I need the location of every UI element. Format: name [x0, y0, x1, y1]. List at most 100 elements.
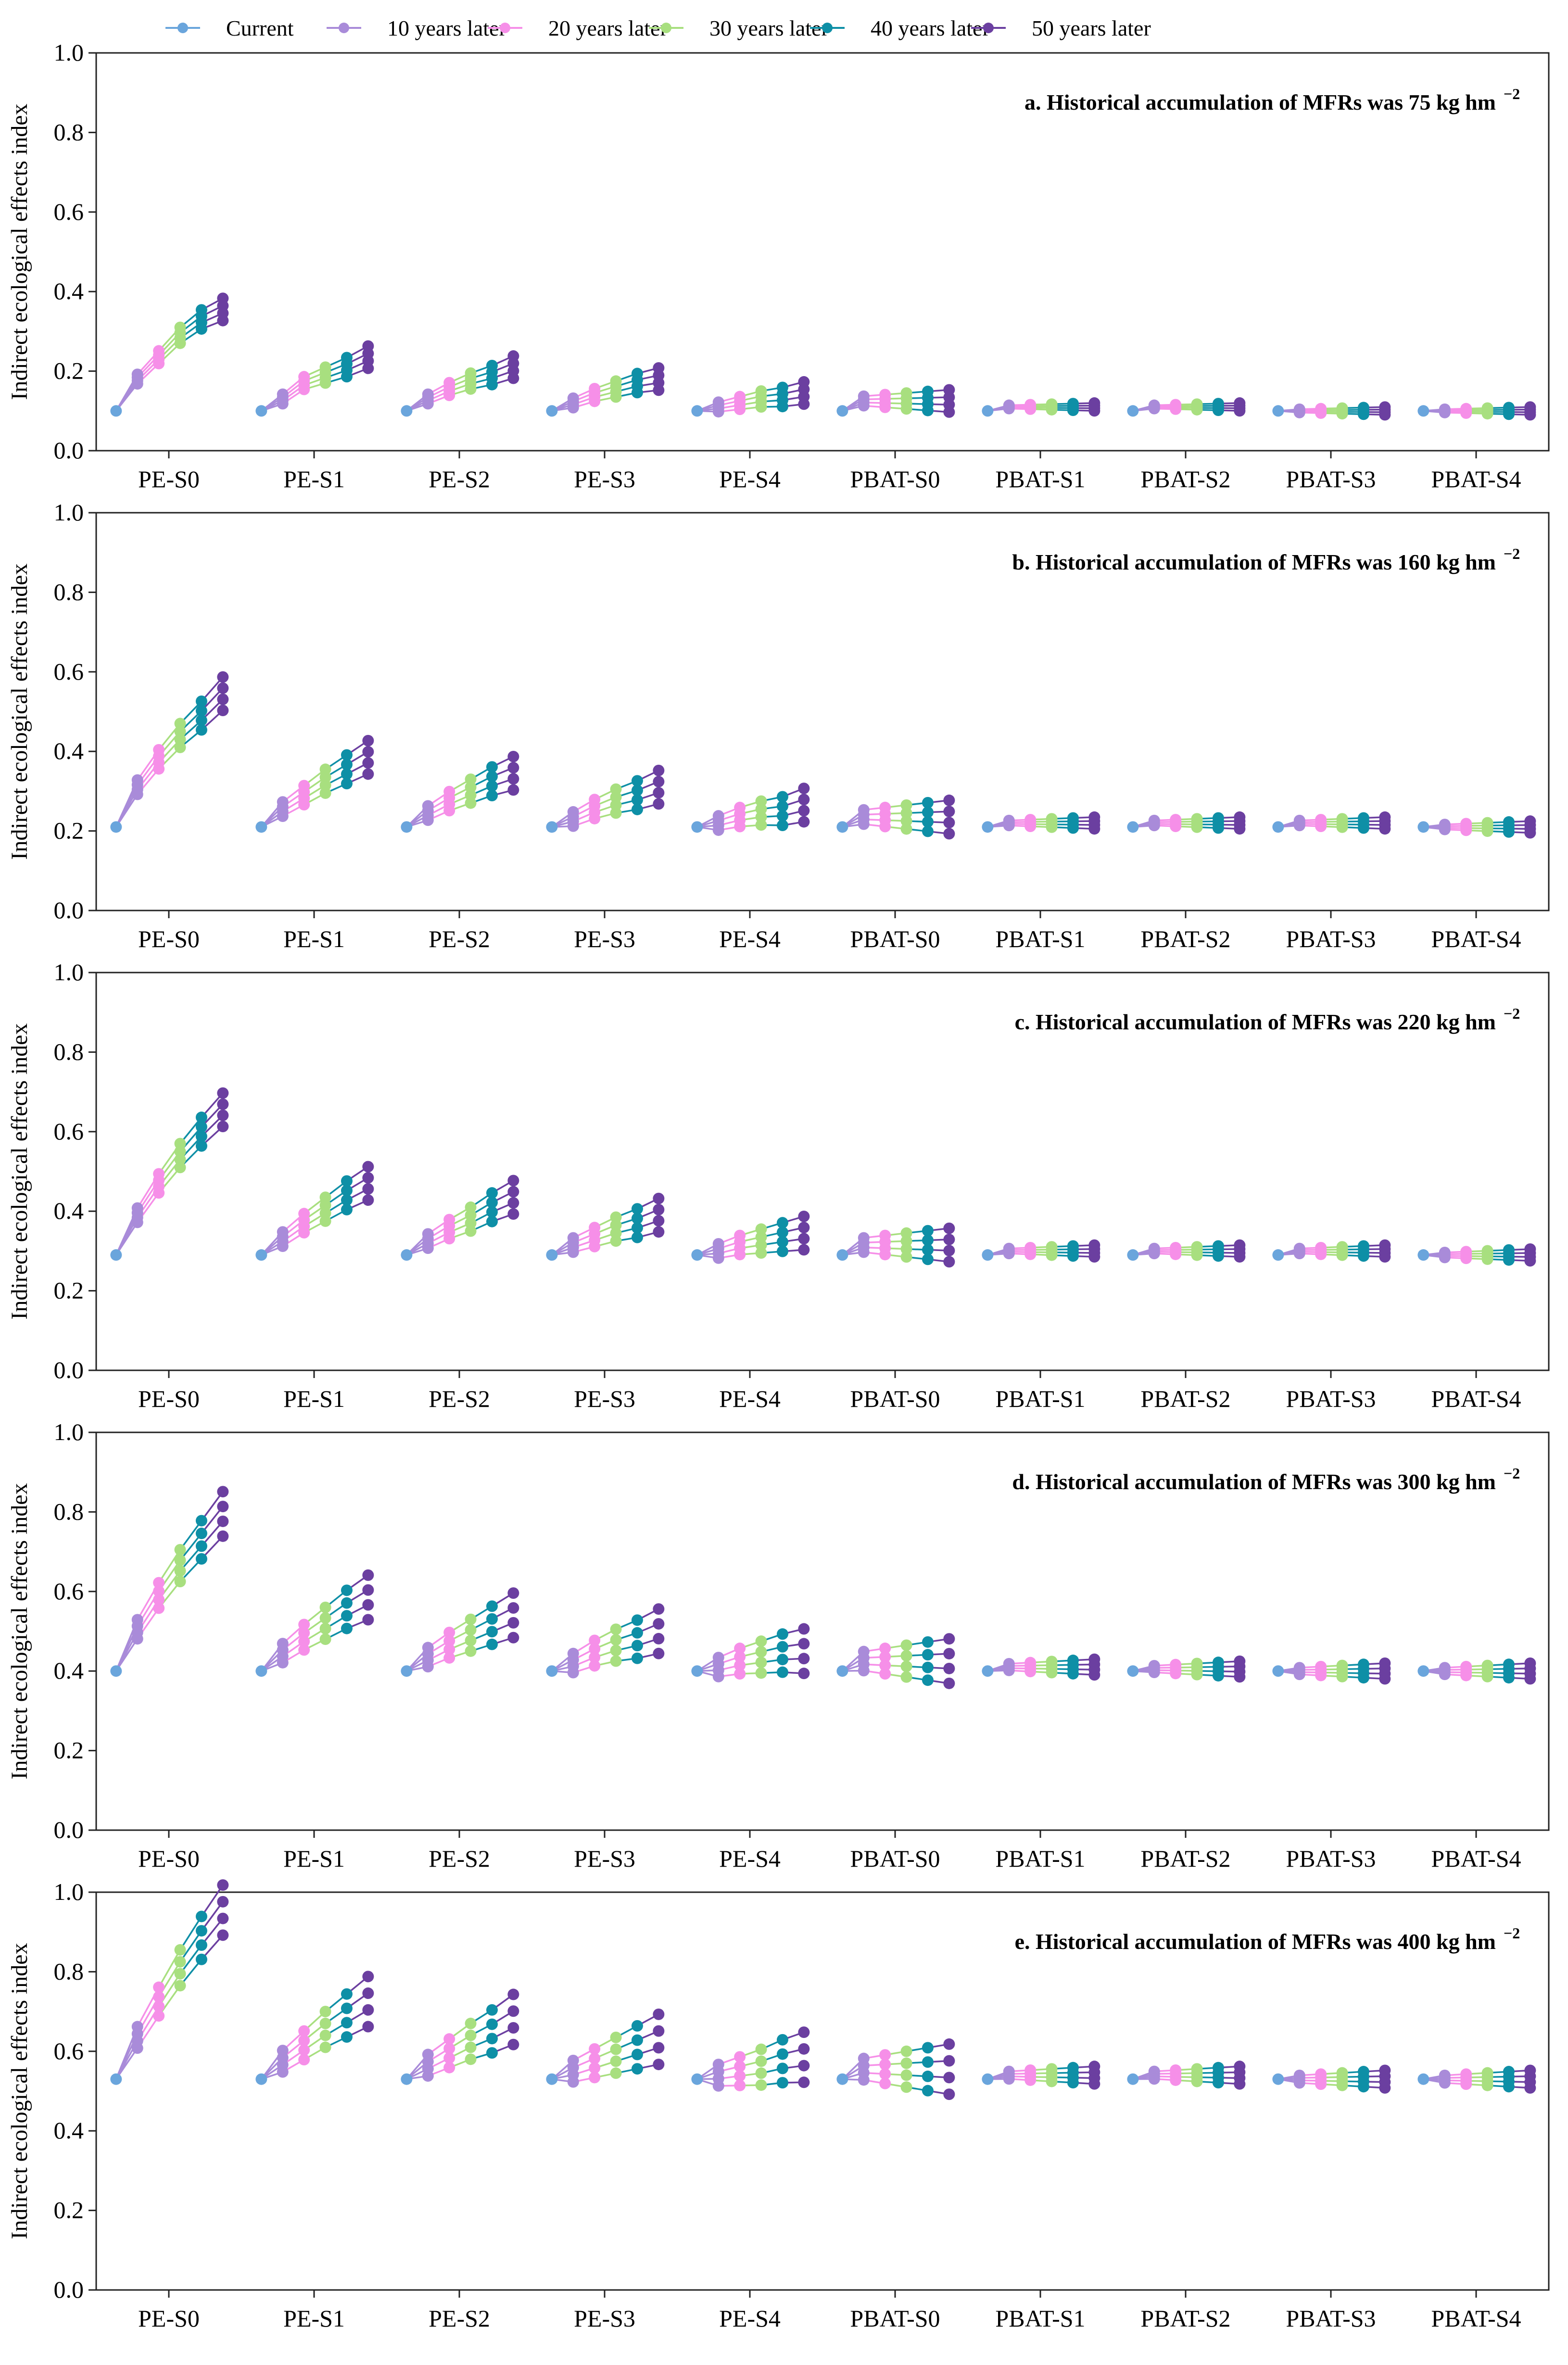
data-point-2 [879, 801, 891, 813]
x-tick-label: PBAT-S4 [1431, 1845, 1521, 1872]
data-group-PE-S0 [110, 671, 229, 833]
data-point-4 [631, 1222, 643, 1234]
legend-marker [339, 23, 349, 33]
data-point-1 [131, 2021, 143, 2033]
data-point-2 [1460, 403, 1472, 415]
data-point-4 [631, 2049, 643, 2061]
data-point-5 [943, 1662, 955, 1674]
series-line-1 [260, 2050, 284, 2080]
series-line-1 [115, 1207, 139, 1255]
y-tick-label: 0.2 [54, 2197, 84, 2224]
data-point-3 [610, 1634, 622, 1646]
data-point-5 [217, 1896, 229, 1908]
data-point-4 [195, 1121, 207, 1133]
data-point-3 [900, 1650, 912, 1662]
data-point-1 [1439, 403, 1451, 415]
data-point-4 [486, 1215, 498, 1227]
x-tick-label: PBAT-S3 [1286, 1845, 1376, 1872]
data-point-5 [943, 828, 955, 840]
y-axis-label: Indirect ecological effects index [7, 1943, 32, 2239]
data-point-3 [755, 385, 767, 397]
data-point-4 [922, 1649, 934, 1661]
legend-item: 40 years later [810, 16, 990, 40]
data-point-2 [589, 794, 601, 806]
data-point-2 [589, 1660, 601, 1672]
x-tick-label: PBAT-S2 [1140, 1385, 1230, 1412]
data-group-PE-S3 [546, 1603, 665, 1679]
series-line-5 [201, 1884, 224, 1917]
x-tick-label: PBAT-S0 [850, 1385, 940, 1412]
data-group-PE-S3 [546, 2008, 665, 2088]
data-point-4 [1357, 1240, 1369, 1252]
legend-marker [661, 23, 671, 33]
data-group-PE-S4 [691, 376, 810, 417]
data-point-current [255, 821, 267, 833]
data-point-1 [567, 1647, 579, 1659]
data-point-1 [858, 1232, 870, 1244]
series-line-5 [201, 1491, 224, 1521]
data-point-3 [755, 2043, 767, 2055]
data-point-4 [195, 705, 207, 717]
data-point-4 [195, 1540, 207, 1552]
data-point-5 [653, 1192, 665, 1204]
data-point-5 [362, 1584, 374, 1596]
data-point-4 [341, 1988, 353, 2000]
data-point-1 [422, 1228, 434, 1240]
data-point-5 [1088, 1653, 1100, 1665]
data-point-5 [217, 1912, 229, 1924]
data-point-1 [712, 2059, 724, 2071]
data-point-4 [341, 2002, 353, 2014]
x-tick-label: PE-S1 [283, 1385, 345, 1412]
x-tick-label: PE-S2 [429, 1845, 490, 1872]
data-point-4 [341, 778, 353, 790]
data-point-5 [653, 1618, 665, 1630]
data-point-2 [443, 1626, 455, 1638]
data-point-2 [734, 1651, 746, 1663]
data-point-1 [712, 1652, 724, 1664]
data-point-3 [174, 1138, 186, 1150]
data-point-5 [217, 1515, 229, 1527]
data-point-1 [422, 800, 434, 812]
data-point-3 [610, 1227, 622, 1239]
data-point-2 [879, 2077, 891, 2089]
data-point-1 [131, 1202, 143, 1214]
data-point-1 [1148, 814, 1160, 826]
data-point-5 [1379, 2064, 1391, 2076]
data-point-5 [1088, 2061, 1100, 2073]
x-tick-label: PBAT-S0 [850, 1845, 940, 1872]
series-line-4 [179, 1520, 202, 1551]
data-point-4 [486, 2018, 498, 2030]
data-point-2 [879, 1643, 891, 1655]
x-tick-label: PBAT-S1 [995, 1385, 1085, 1412]
data-point-4 [341, 759, 353, 771]
data-point-4 [631, 784, 643, 797]
data-point-4 [922, 825, 934, 837]
data-point-current [401, 1665, 413, 1677]
data-point-current [1417, 1665, 1429, 1677]
x-tick-label: PE-S0 [138, 1845, 200, 1872]
panel-a: 0.0 0.2 0.4 0.6 0.8 1.0 Indirect ecological ef… [7, 39, 1550, 493]
x-tick-label: PE-S4 [719, 1385, 781, 1412]
data-group-PBAT-S0 [836, 2038, 955, 2100]
data-point-current [691, 1249, 703, 1261]
data-point-3 [1481, 817, 1493, 829]
data-point-current [255, 1665, 267, 1677]
legend-marker [983, 23, 994, 33]
data-point-4 [341, 2017, 353, 2029]
y-axis-label: Indirect ecological effects index [7, 1483, 32, 1779]
data-point-1 [1293, 2069, 1305, 2081]
data-point-current [691, 2073, 703, 2085]
legend-item: 10 years later [327, 16, 506, 40]
data-point-4 [631, 1213, 643, 1225]
data-point-4 [631, 1203, 643, 1215]
data-point-5 [798, 1668, 810, 1680]
data-point-4 [776, 2034, 788, 2046]
panel-title-superscript: −2 [1504, 545, 1520, 562]
data-point-2 [734, 2051, 746, 2063]
y-tick-label: 1.0 [54, 959, 84, 986]
data-point-4 [1357, 812, 1369, 824]
data-point-3 [319, 2029, 331, 2041]
data-group-PBAT-S2 [1127, 397, 1246, 417]
data-point-3 [319, 1633, 331, 1645]
